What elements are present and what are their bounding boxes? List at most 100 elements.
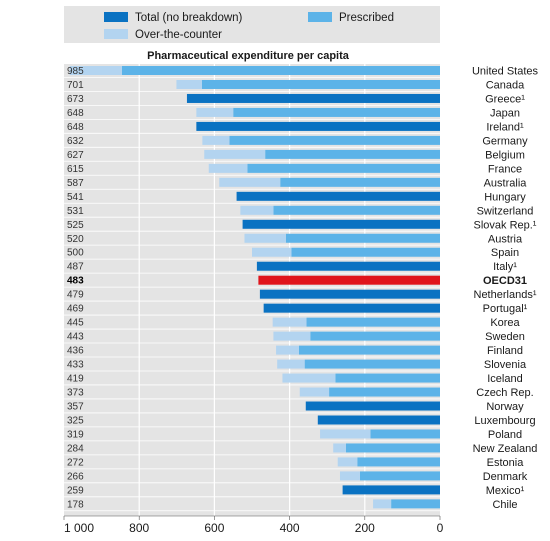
value-label: 701 <box>67 80 84 91</box>
country-label: Iceland <box>487 373 522 385</box>
value-label: 615 <box>67 164 84 175</box>
value-label: 433 <box>67 360 84 371</box>
value-label: 178 <box>67 499 84 510</box>
value-label: 500 <box>67 248 84 259</box>
bar-total <box>342 485 440 495</box>
bar-otc <box>69 66 122 75</box>
country-label: Czech Rep. <box>476 387 533 399</box>
bar-otc <box>204 149 266 159</box>
bar-total <box>236 191 440 201</box>
country-label: Korea <box>490 317 520 329</box>
value-label: 266 <box>67 471 84 482</box>
bar-prescribed <box>306 317 440 327</box>
x-tick-label: 600 <box>204 521 224 535</box>
bar-total <box>196 121 440 131</box>
country-label: Estonia <box>487 457 525 469</box>
bar-otc <box>333 443 346 453</box>
bar-otc <box>202 135 230 145</box>
value-label: 985 <box>67 66 84 77</box>
value-label: 445 <box>67 318 84 329</box>
value-label: 531 <box>67 206 84 217</box>
legend-label-total: Total (no breakdown) <box>135 12 243 24</box>
country-label: United States <box>472 66 539 78</box>
bar-prescribed <box>229 135 440 145</box>
value-label: 319 <box>67 429 84 440</box>
bar-prescribed <box>291 247 440 257</box>
bar-total <box>242 219 440 229</box>
chart-title: Pharmaceutical expenditure per capita <box>147 50 350 62</box>
bar-prescribed <box>370 429 440 439</box>
country-label: Germany <box>482 135 528 147</box>
value-label: 373 <box>67 388 84 399</box>
bar-otc <box>320 429 371 439</box>
country-label: Greece¹ <box>485 93 525 105</box>
bar-prescribed <box>265 149 440 159</box>
value-label: 587 <box>67 178 84 189</box>
country-label: Spain <box>491 247 519 259</box>
gridlines <box>64 64 440 516</box>
value-label: 673 <box>67 94 84 105</box>
legend-label-otc: Over-the-counter <box>135 29 222 41</box>
bar-total <box>256 261 440 271</box>
bar-prescribed <box>329 387 440 397</box>
bar-otc <box>208 163 248 173</box>
country-label: Canada <box>486 79 525 91</box>
value-label: 436 <box>67 346 84 357</box>
bar-total <box>259 289 440 299</box>
x-tick-label: 1 000 <box>64 521 94 535</box>
country-label: Netherlands¹ <box>474 289 537 301</box>
country-label: Ireland¹ <box>486 121 524 133</box>
bar-prescribed <box>357 457 440 467</box>
value-label: 357 <box>67 402 84 413</box>
value-label: 648 <box>67 122 84 133</box>
x-axis-ticks: 1 000 800 600 400 200 0 <box>63 516 444 535</box>
bar-prescribed <box>280 177 440 187</box>
value-label: 487 <box>67 262 84 273</box>
legend-swatch-total <box>104 12 128 22</box>
bar-otc <box>272 317 307 327</box>
country-label: Luxembourg <box>474 415 535 427</box>
bar-prescribed <box>201 79 440 89</box>
country-label: Chile <box>492 499 517 511</box>
country-label: Belgium <box>485 149 525 161</box>
value-label: 259 <box>67 485 84 496</box>
bar-otc <box>299 387 330 397</box>
value-label: 520 <box>67 234 84 245</box>
country-label: Norway <box>486 401 524 413</box>
country-label: Denmark <box>483 471 528 483</box>
value-label: 325 <box>67 416 84 427</box>
legend-swatch-prescribed <box>308 12 332 22</box>
bar-prescribed <box>304 359 440 369</box>
country-label: Slovenia <box>484 359 527 371</box>
country-label: OECD31 <box>483 275 527 287</box>
country-label: Switzerland <box>477 205 534 217</box>
value-label: 541 <box>67 192 84 203</box>
x-tick-label: 0 <box>437 521 444 535</box>
bar-total-highlight <box>258 275 440 285</box>
country-labels: 985 United States 701 Canada 673 Greece¹ 648 Ja… <box>67 66 539 511</box>
bar-otc <box>276 345 299 355</box>
bar-otc <box>219 177 281 187</box>
bar-otc <box>244 233 286 243</box>
bar-prescribed <box>335 373 440 383</box>
bar-otc <box>240 205 274 215</box>
country-label: Sweden <box>485 331 525 343</box>
value-label: 483 <box>67 276 84 287</box>
value-label: 469 <box>67 304 84 315</box>
bar-prescribed <box>391 499 440 509</box>
bar-otc <box>337 457 358 467</box>
value-label: 632 <box>67 136 84 147</box>
bar-total <box>305 401 440 411</box>
country-label: New Zealand <box>473 443 538 455</box>
bar-prescribed <box>121 66 441 75</box>
bar-prescribed <box>310 331 440 341</box>
bar-prescribed <box>285 233 440 243</box>
bar-otc <box>339 471 360 481</box>
bar-otc <box>176 79 202 89</box>
country-label: Poland <box>488 429 522 441</box>
bar-prescribed <box>346 443 440 453</box>
value-label: 284 <box>67 443 84 454</box>
country-label: Austria <box>488 233 523 245</box>
country-label: Portugal¹ <box>483 303 528 315</box>
bar-prescribed <box>359 471 440 481</box>
